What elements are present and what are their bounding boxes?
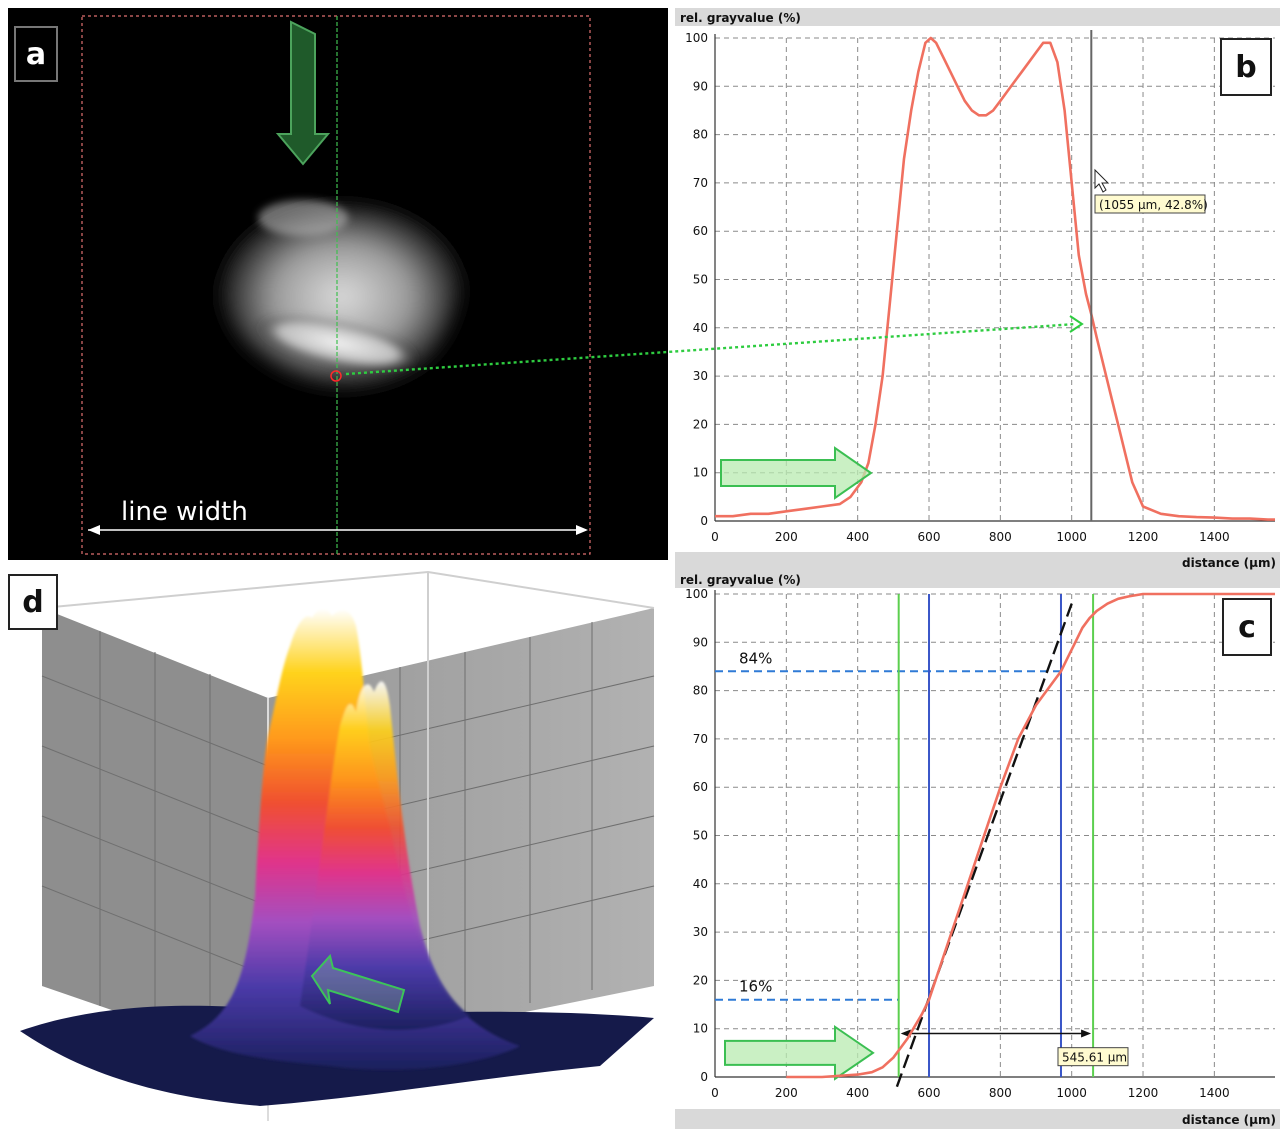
line-width-label: line width bbox=[121, 497, 248, 527]
header-band bbox=[675, 570, 1280, 588]
x-tick-label: 1000 bbox=[1056, 530, 1087, 544]
header-band bbox=[675, 8, 1280, 26]
y-tick-label: 30 bbox=[693, 369, 708, 383]
x-tick-label: 1400 bbox=[1199, 530, 1230, 544]
x-tick-label: 1200 bbox=[1128, 530, 1159, 544]
percentile-label: 84% bbox=[739, 649, 772, 667]
footer-band bbox=[675, 552, 1280, 572]
y-tick-label: 60 bbox=[693, 780, 708, 794]
green-arrow-icon bbox=[724, 1024, 875, 1081]
annotation-box bbox=[1094, 194, 1206, 214]
x-tick-label: 0 bbox=[711, 1086, 719, 1100]
series-line bbox=[786, 592, 1275, 1079]
y-tick-label: 0 bbox=[700, 514, 708, 528]
y-tick-label: 50 bbox=[693, 273, 708, 287]
footer-band bbox=[675, 1109, 1280, 1129]
y-axis-label: rel. grayvalue (%) bbox=[680, 11, 801, 25]
panel-label-d: d bbox=[8, 574, 58, 630]
panel-label-b: b bbox=[1220, 38, 1272, 96]
y-tick-label: 10 bbox=[693, 466, 708, 480]
selected-point-marker bbox=[330, 370, 342, 382]
x-tick-label: 1200 bbox=[1128, 1086, 1159, 1100]
x-tick-label: 600 bbox=[918, 1086, 941, 1100]
arrowhead-right-icon bbox=[1081, 1029, 1092, 1038]
x-tick-label: 1400 bbox=[1199, 1086, 1230, 1100]
down-arrow-icon bbox=[275, 20, 331, 166]
y-tick-label: 20 bbox=[693, 417, 708, 431]
y-tick-label: 30 bbox=[693, 925, 708, 939]
chart-c: rel. grayvalue (%) distance (µm) 0 10 20 30 40… bbox=[675, 570, 1280, 1129]
y-tick-label: 100 bbox=[685, 31, 708, 45]
x-tick-label: 200 bbox=[775, 530, 798, 544]
y-tick-label: 90 bbox=[693, 635, 708, 649]
roi-rectangle bbox=[81, 15, 591, 555]
x-tick-label: 800 bbox=[989, 530, 1012, 544]
x-tick-label: 600 bbox=[918, 530, 941, 544]
x-axis-label: distance (µm) bbox=[1182, 1113, 1276, 1127]
y-tick-label: 90 bbox=[693, 79, 708, 93]
panel-label-c: c bbox=[1222, 598, 1272, 656]
x-tick-label: 1000 bbox=[1056, 1086, 1087, 1100]
x-tick-label: 0 bbox=[711, 530, 719, 544]
percentile-label: 16% bbox=[739, 978, 772, 996]
y-tick-label: 40 bbox=[693, 877, 708, 891]
y-tick-label: 70 bbox=[693, 176, 708, 190]
annotation-box bbox=[1057, 1047, 1129, 1067]
y-tick-label: 20 bbox=[693, 973, 708, 987]
x-axis-label: distance (µm) bbox=[1182, 556, 1276, 570]
series-line bbox=[715, 36, 1275, 521]
y-tick-label: 40 bbox=[693, 321, 708, 335]
panel-a-image: line width bbox=[8, 8, 668, 560]
y-tick-label: 80 bbox=[693, 684, 708, 698]
intensity-surface bbox=[190, 608, 520, 1070]
y-tick-label: 60 bbox=[693, 224, 708, 238]
y-tick-label: 50 bbox=[693, 829, 708, 843]
panel-label-a: a bbox=[14, 26, 58, 82]
y-tick-label: 10 bbox=[693, 1022, 708, 1036]
y-tick-label: 0 bbox=[700, 1070, 708, 1084]
surface-3d-plot bbox=[20, 570, 655, 1121]
green-arrow-icon bbox=[720, 446, 873, 500]
annotation-text: 545.61 µm bbox=[1062, 1051, 1127, 1065]
x-tick-label: 200 bbox=[775, 1086, 798, 1100]
y-axis-label: rel. grayvalue (%) bbox=[680, 573, 801, 587]
y-tick-label: 80 bbox=[693, 128, 708, 142]
y-tick-label: 100 bbox=[685, 587, 708, 601]
beam-image: line width bbox=[8, 8, 668, 560]
x-tick-label: 400 bbox=[846, 1086, 869, 1100]
x-tick-label: 800 bbox=[989, 1086, 1012, 1100]
annotation-text: (1055 µm, 42.8%) bbox=[1099, 198, 1208, 212]
x-tick-label: 400 bbox=[846, 530, 869, 544]
cursor-icon bbox=[1094, 168, 1110, 193]
chart-b: rel. grayvalue (%) distance (µm) 0 10 20 30 40… bbox=[675, 8, 1280, 572]
y-tick-label: 70 bbox=[693, 732, 708, 746]
green-arrow-icon bbox=[310, 953, 406, 1014]
